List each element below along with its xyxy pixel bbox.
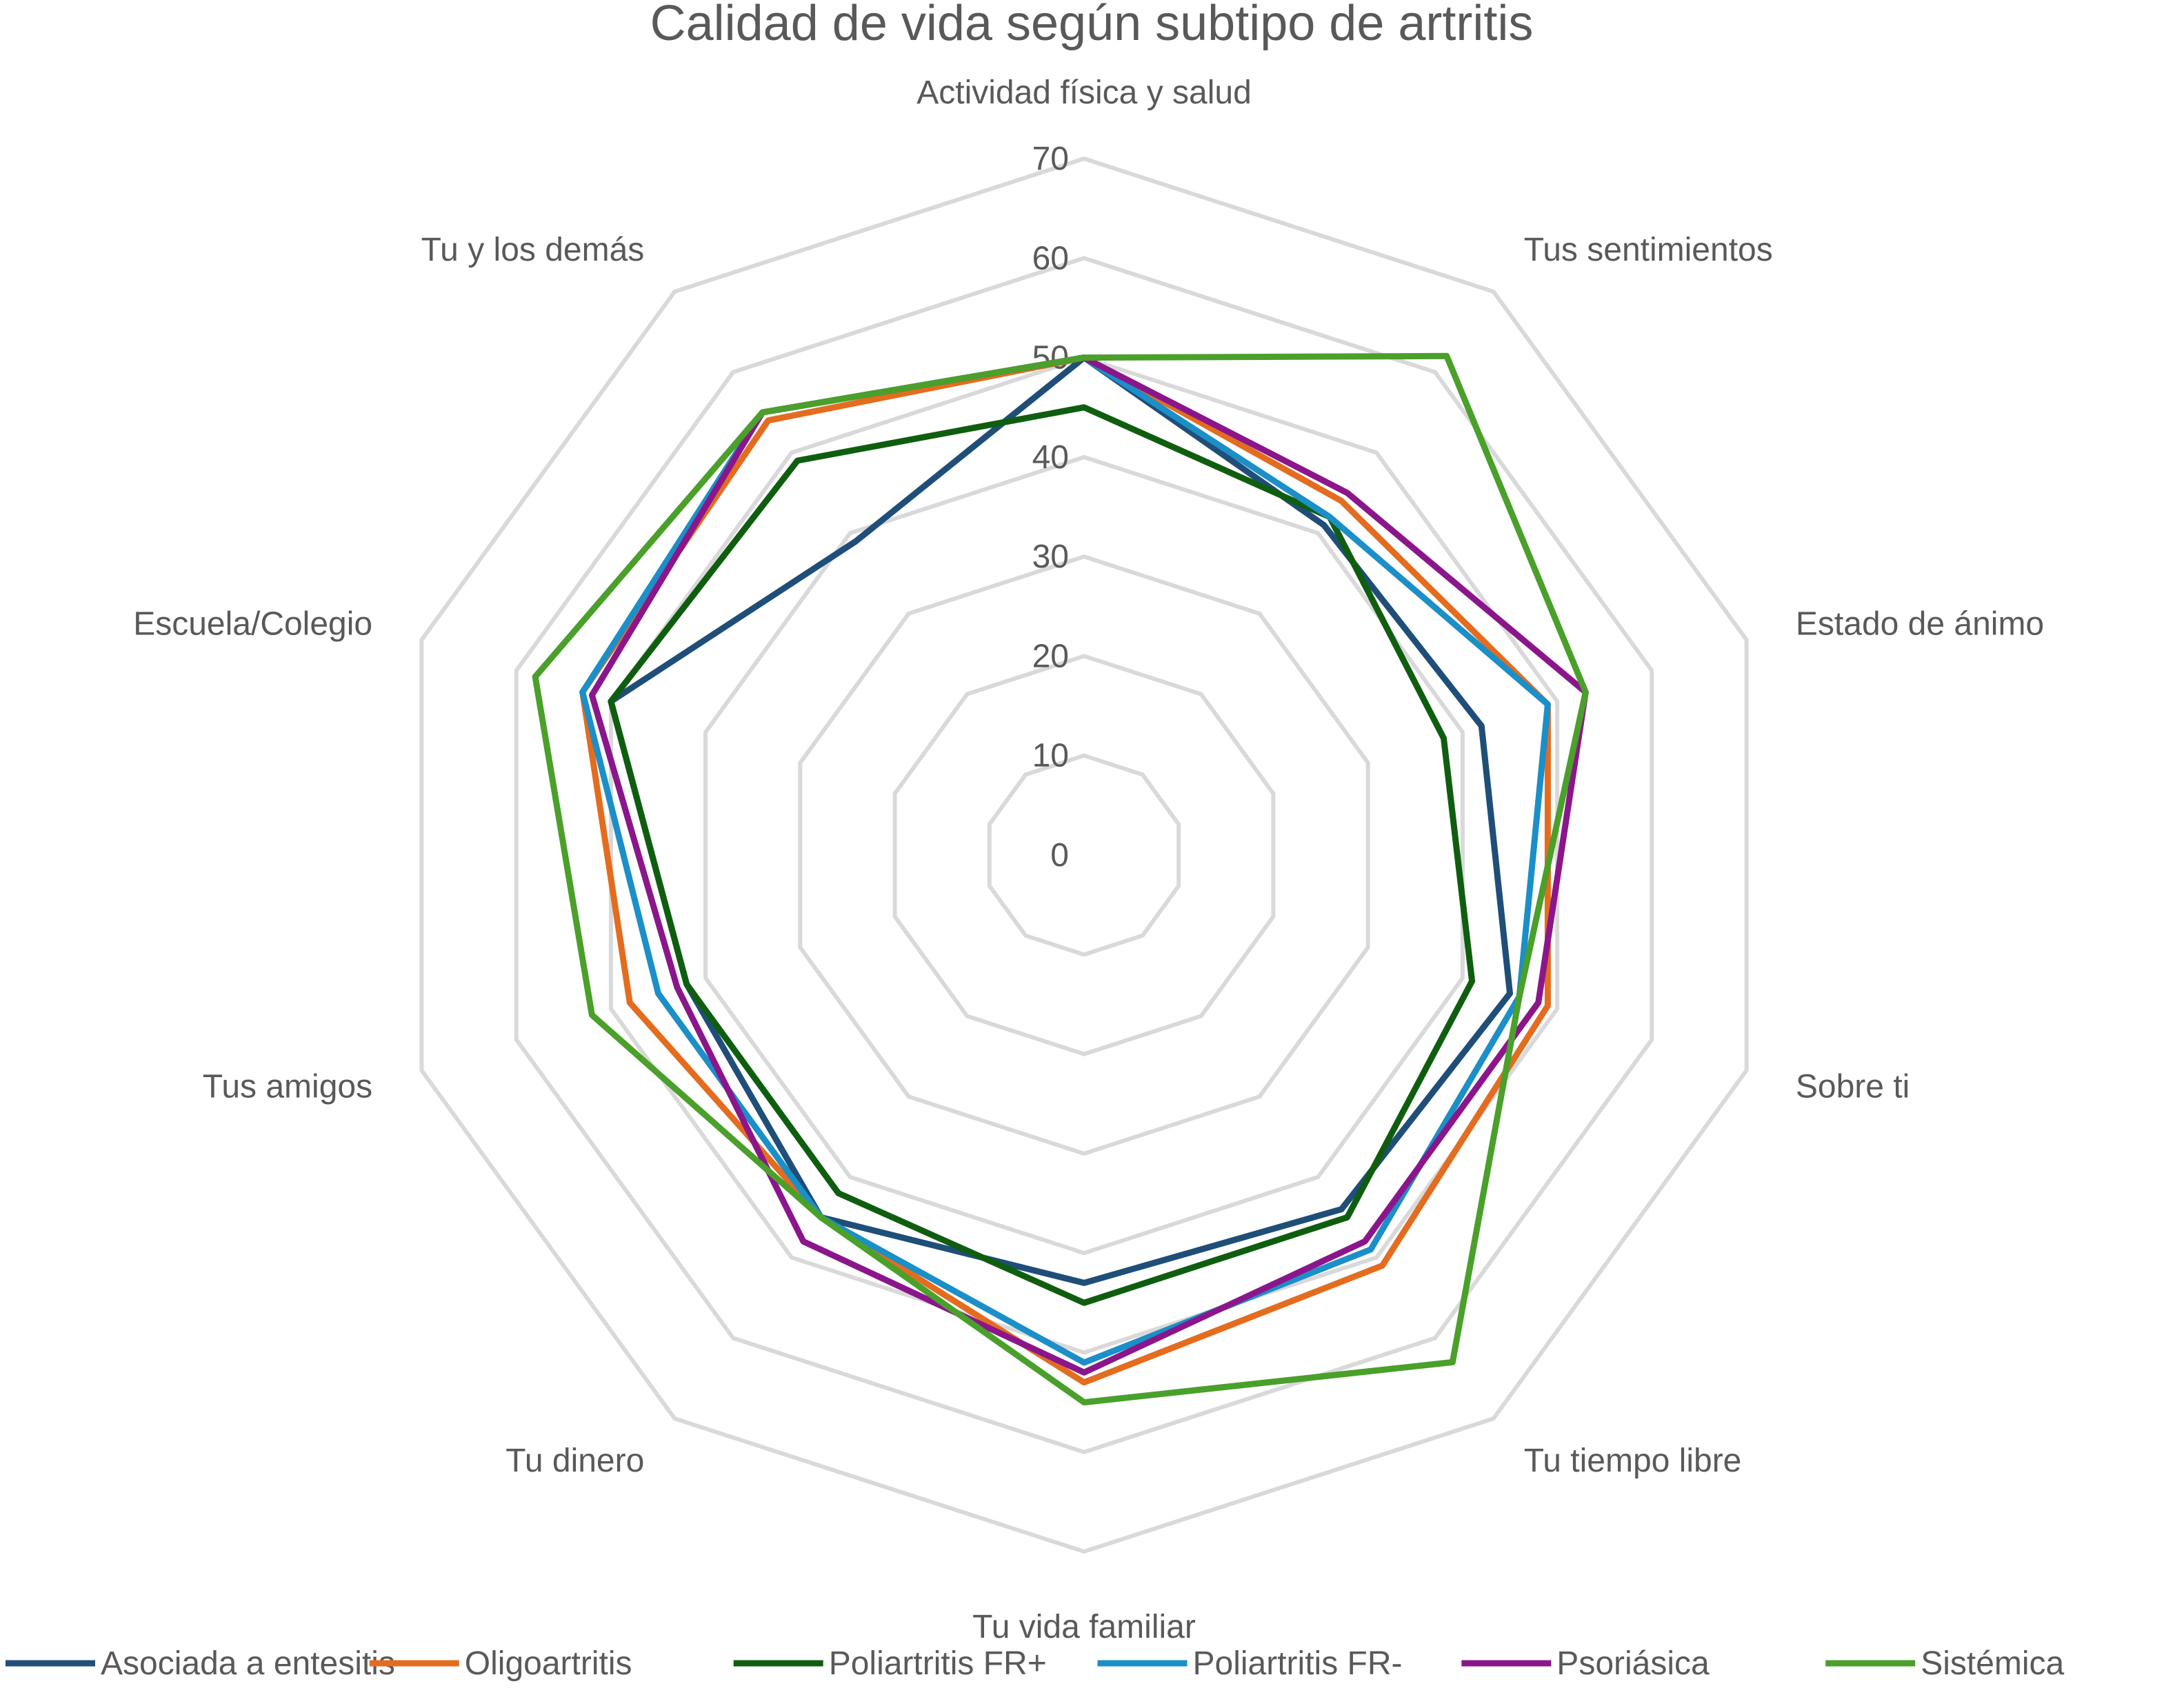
tick-label: 0 bbox=[1050, 837, 1069, 874]
tick-label: 20 bbox=[1032, 638, 1069, 674]
tick-label: 50 bbox=[1032, 340, 1069, 377]
category-label: Tu y los demás bbox=[421, 232, 645, 268]
legend-label: Sistémica bbox=[1921, 1645, 2064, 1682]
category-label: Sobre ti bbox=[1796, 1068, 1910, 1105]
category-label: Tus amigos bbox=[203, 1068, 372, 1105]
category-label: Estado de ánimo bbox=[1796, 606, 2044, 643]
series-line-5 bbox=[532, 352, 1589, 1406]
legend: Asociada a entesitis Oligoartritis Poliart… bbox=[6, 1645, 2065, 1682]
series-line-2 bbox=[608, 404, 1476, 1306]
series-line-3 bbox=[579, 354, 1551, 1366]
series-lines bbox=[532, 352, 1589, 1406]
category-label: Tu tiempo libre bbox=[1524, 1443, 1742, 1479]
grid-ring-30 bbox=[798, 554, 1370, 1156]
category-labels: Actividad física y salud Tus sentimientos… bbox=[133, 74, 2044, 1645]
category-label: Actividad física y salud bbox=[916, 74, 1252, 111]
category-label: Tu dinero bbox=[505, 1443, 644, 1479]
category-label: Escuela/Colegio bbox=[133, 606, 372, 643]
legend-label: Psoriásica bbox=[1556, 1645, 1710, 1682]
category-label: Tus sentimientos bbox=[1524, 232, 1773, 268]
series-line-0 bbox=[608, 354, 1513, 1286]
legend-label: Poliartritis FR- bbox=[1193, 1645, 1403, 1682]
series-line-4 bbox=[588, 354, 1589, 1376]
legend-label: Asociada a entesitis bbox=[101, 1645, 395, 1682]
legend-label: Oligoartritis bbox=[465, 1645, 632, 1682]
tick-label: 40 bbox=[1032, 439, 1069, 476]
grid-ring-70 bbox=[419, 156, 1749, 1554]
grid-ring-50 bbox=[608, 355, 1560, 1355]
tick-label: 10 bbox=[1032, 738, 1069, 774]
grid-ring-60 bbox=[514, 256, 1654, 1454]
tick-label: 70 bbox=[1032, 141, 1069, 177]
grid-ring-40 bbox=[703, 454, 1465, 1256]
category-label: Tu vida familiar bbox=[972, 1609, 1196, 1645]
radial-tick-labels: 0 10 20 30 40 50 60 70 bbox=[1032, 141, 1069, 874]
legend-label: Poliartritis FR+ bbox=[829, 1645, 1047, 1682]
tick-label: 60 bbox=[1032, 240, 1069, 277]
grid-ring-10 bbox=[987, 753, 1181, 957]
grid-ring-20 bbox=[892, 654, 1276, 1056]
chart-title: Calidad de vida según subtipo de artriti… bbox=[650, 0, 1534, 51]
tick-label: 30 bbox=[1032, 539, 1069, 575]
